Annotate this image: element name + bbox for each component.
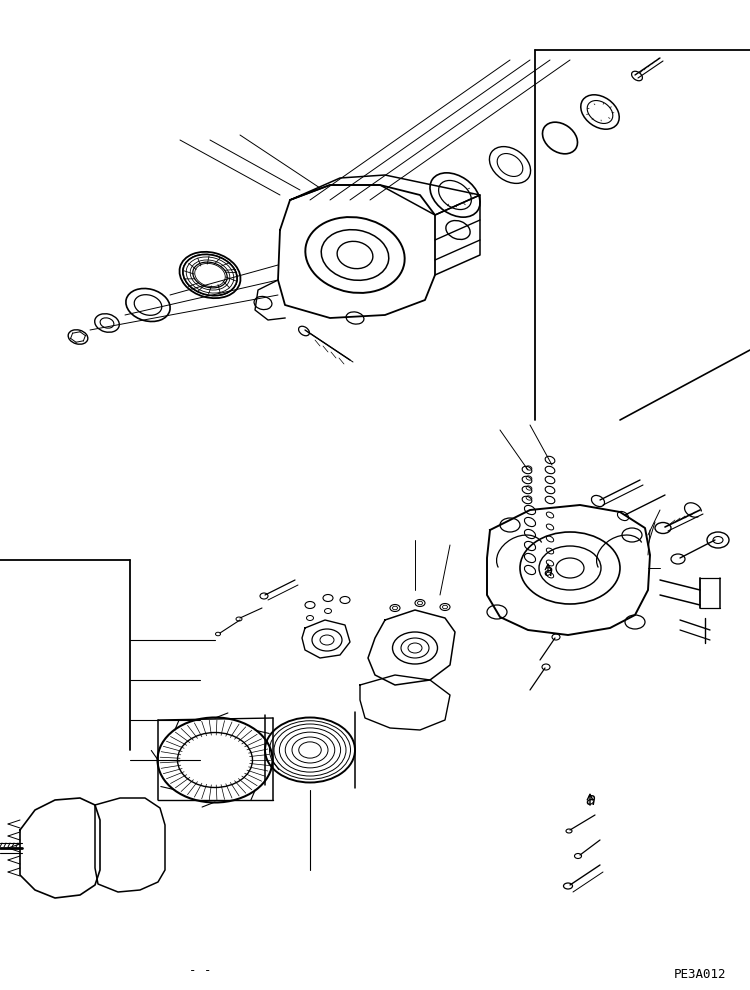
Text: a: a [543, 564, 553, 579]
Text: PE3A012: PE3A012 [674, 968, 726, 981]
Text: - -: - - [189, 963, 211, 976]
Text: a: a [585, 791, 596, 809]
